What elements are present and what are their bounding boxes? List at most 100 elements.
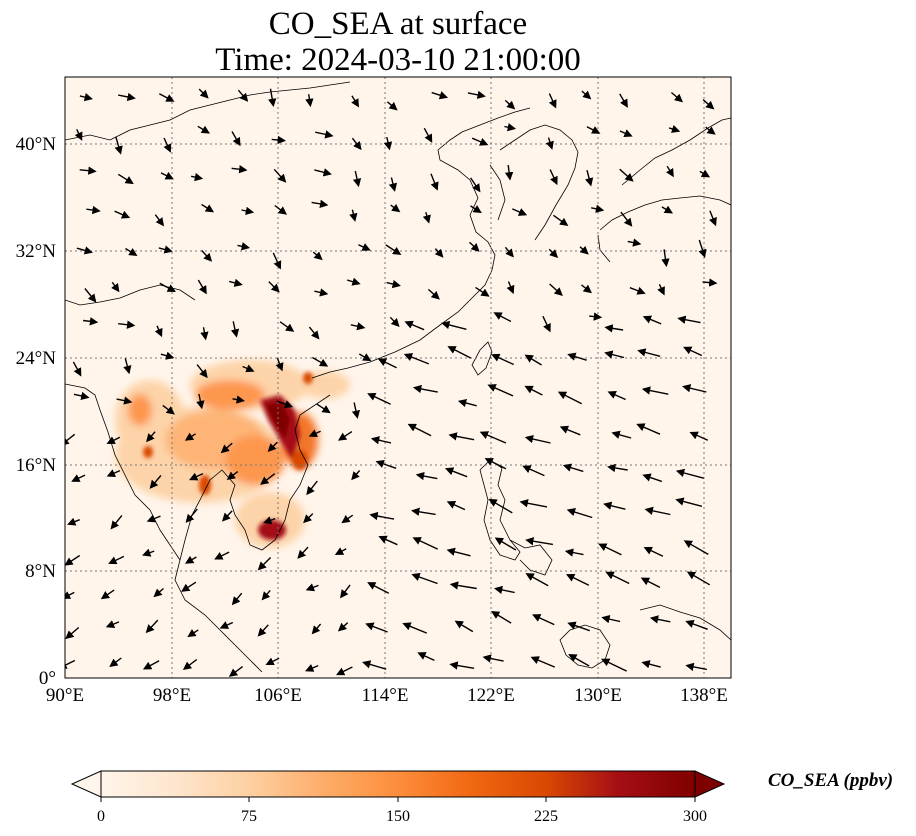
wind-arrow bbox=[603, 501, 626, 510]
wind-arrow bbox=[640, 577, 661, 589]
wind-arrow bbox=[423, 127, 433, 143]
wind-arrow bbox=[196, 393, 205, 410]
wind-arrow bbox=[431, 91, 449, 100]
wind-arrow bbox=[145, 619, 159, 634]
wind-arrow bbox=[260, 473, 276, 485]
lat-tick-label: 32°N bbox=[16, 241, 57, 262]
wind-arrow bbox=[494, 537, 517, 551]
wind-arrow bbox=[267, 441, 278, 453]
wind-arrow bbox=[149, 475, 162, 489]
wind-arrow bbox=[557, 391, 583, 405]
wind-arrow bbox=[337, 431, 353, 441]
wind-arrow bbox=[154, 325, 163, 338]
wind-arrow bbox=[488, 498, 513, 514]
wind-arrow bbox=[522, 465, 545, 477]
wind-arrow bbox=[362, 660, 387, 670]
wind-arrow bbox=[430, 173, 439, 191]
wind-arrow bbox=[154, 214, 165, 227]
wind-arrow bbox=[118, 92, 136, 102]
wind-arrow bbox=[383, 136, 393, 151]
wind-arrow bbox=[402, 622, 428, 634]
wind-arrow bbox=[504, 246, 514, 258]
wind-arrow bbox=[190, 172, 204, 182]
wind-arrow bbox=[189, 472, 204, 481]
wind-arrow bbox=[389, 316, 400, 328]
wind-arrow bbox=[469, 241, 480, 252]
wind-arrow bbox=[605, 571, 630, 585]
wind-arrow bbox=[279, 321, 295, 332]
wind-arrow bbox=[365, 622, 388, 633]
wind-arrow bbox=[237, 89, 249, 102]
wind-arrow bbox=[675, 497, 703, 507]
wind-arrow bbox=[386, 101, 398, 111]
wind-arrow bbox=[341, 514, 354, 524]
wind-arrow bbox=[471, 137, 489, 146]
colorbar-tick-label: 300 bbox=[683, 808, 707, 825]
wind-arrow bbox=[698, 239, 707, 258]
wind-arrow bbox=[261, 589, 271, 601]
wind-arrow bbox=[242, 364, 255, 373]
wind-arrow bbox=[524, 354, 542, 366]
lon-tick-label: 106°E bbox=[254, 685, 302, 706]
wind-arrow bbox=[504, 165, 514, 181]
wind-arrow bbox=[108, 555, 125, 565]
wind-arrow bbox=[163, 137, 172, 153]
wind-arrow bbox=[548, 93, 557, 109]
wind-arrow bbox=[390, 203, 401, 213]
wind-arrow bbox=[358, 353, 372, 362]
wind-arrow bbox=[524, 385, 543, 396]
wind-arrow bbox=[79, 166, 97, 175]
wind-arrow bbox=[604, 324, 624, 333]
wind-arrow bbox=[308, 326, 320, 340]
wind-arrow bbox=[273, 168, 287, 183]
wind-arrow bbox=[487, 384, 514, 397]
wind-arrow bbox=[519, 499, 548, 508]
wind-arrow bbox=[184, 432, 196, 441]
wind-arrow bbox=[221, 510, 233, 522]
wind-arrow bbox=[337, 622, 349, 632]
wind-arrow bbox=[257, 557, 272, 571]
wind-arrow bbox=[312, 356, 329, 367]
wind-arrow bbox=[649, 615, 671, 624]
wind-arrow bbox=[685, 619, 708, 630]
wind-arrow bbox=[525, 537, 554, 546]
wind-arrow bbox=[274, 204, 288, 215]
wind-arrow bbox=[79, 93, 93, 102]
wind-arrow bbox=[311, 199, 329, 208]
wind-arrow bbox=[417, 652, 435, 662]
wind-arrow bbox=[181, 581, 197, 592]
wind-arrow bbox=[620, 211, 633, 227]
wind-arrow bbox=[231, 592, 243, 606]
wind-arrow bbox=[482, 654, 504, 663]
wind-arrow bbox=[197, 125, 210, 134]
wind-arrow bbox=[699, 169, 711, 178]
wind-arrow bbox=[84, 288, 97, 303]
wind-arrow bbox=[591, 204, 605, 213]
wind-arrow bbox=[504, 99, 516, 110]
wind-arrow bbox=[153, 587, 164, 598]
wind-arrow bbox=[567, 352, 587, 361]
wind-arrow bbox=[552, 214, 569, 227]
wind-arrow bbox=[125, 247, 138, 256]
wind-arrow bbox=[668, 124, 681, 133]
wind-arrow bbox=[491, 610, 512, 624]
wind-arrow bbox=[71, 474, 86, 482]
wind-arrow bbox=[340, 584, 351, 599]
wind-arrow bbox=[604, 350, 625, 359]
wind-arrow bbox=[146, 514, 161, 523]
wind-arrow bbox=[241, 206, 255, 216]
wind-arrow bbox=[377, 358, 397, 369]
graticule bbox=[65, 77, 731, 678]
wind-arrow bbox=[504, 123, 517, 132]
wind-arrow bbox=[268, 88, 277, 108]
wind-arrow bbox=[230, 321, 240, 338]
wind-arrow bbox=[434, 248, 444, 258]
wind-arrow bbox=[512, 208, 528, 216]
wind-arrow bbox=[403, 353, 430, 365]
wind-arrow bbox=[586, 126, 601, 134]
wind-arrow bbox=[385, 244, 402, 256]
lat-tick-label: 16°N bbox=[16, 455, 57, 476]
lat-tick-label: 24°N bbox=[16, 348, 57, 369]
wind-arrow bbox=[549, 283, 563, 296]
wind-arrow bbox=[657, 284, 665, 296]
